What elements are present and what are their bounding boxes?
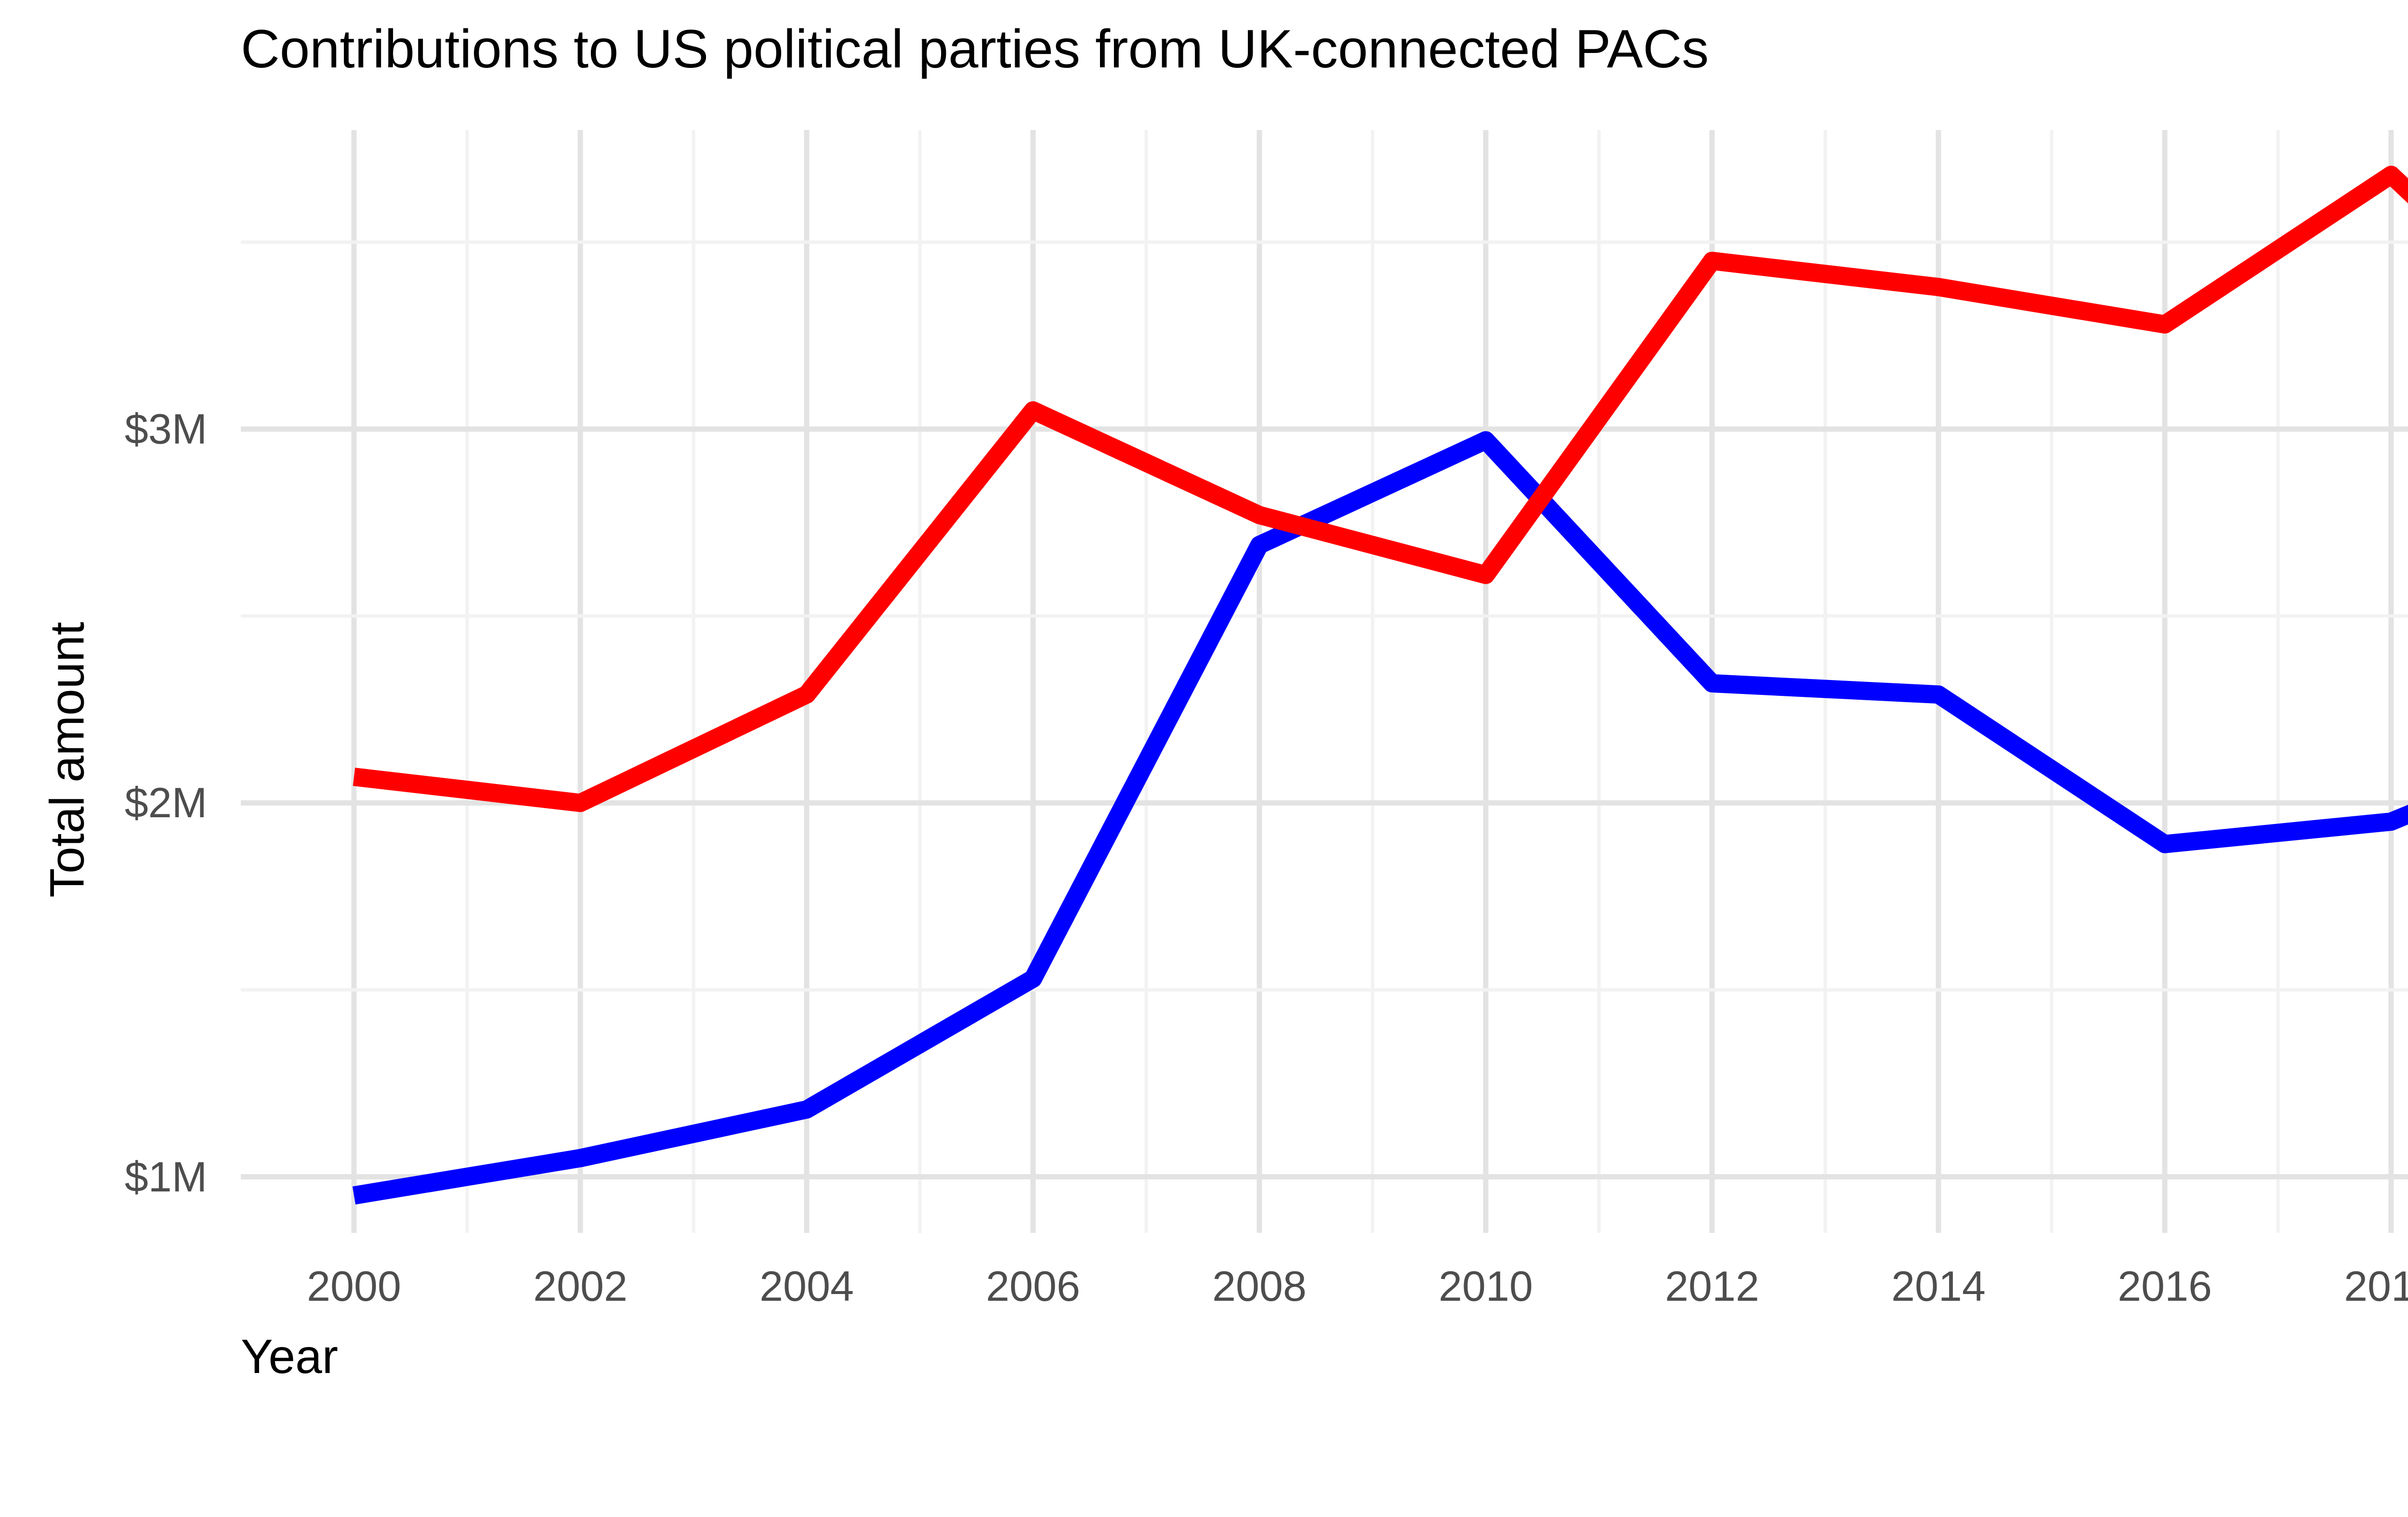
y-tick-label: $2M bbox=[124, 779, 207, 827]
x-tick-label: 2016 bbox=[2118, 1262, 2212, 1310]
x-tick-label: 2000 bbox=[307, 1262, 401, 1310]
x-tick-label: 2018 bbox=[2344, 1262, 2408, 1310]
y-tick-label: $1M bbox=[124, 1152, 207, 1201]
plot-panel bbox=[241, 130, 2408, 1233]
x-tick-label: 2002 bbox=[533, 1262, 628, 1310]
x-tick-label: 2008 bbox=[1212, 1262, 1307, 1310]
x-tick-label: 2010 bbox=[1439, 1262, 1533, 1310]
x-tick-label: 2014 bbox=[1891, 1262, 1986, 1310]
x-tick-label: 2012 bbox=[1665, 1262, 1759, 1310]
y-tick-label: $3M bbox=[124, 405, 207, 453]
gridlines bbox=[241, 130, 2408, 1233]
x-tick-label: 2004 bbox=[759, 1262, 854, 1310]
chart-title: Contributions to US political parties fr… bbox=[241, 19, 1709, 79]
y-axis-title: Total amount bbox=[40, 622, 94, 898]
x-axis-title: Year bbox=[241, 1330, 339, 1384]
x-tick-label: 2006 bbox=[986, 1262, 1080, 1310]
series-lines bbox=[352, 166, 2408, 1205]
